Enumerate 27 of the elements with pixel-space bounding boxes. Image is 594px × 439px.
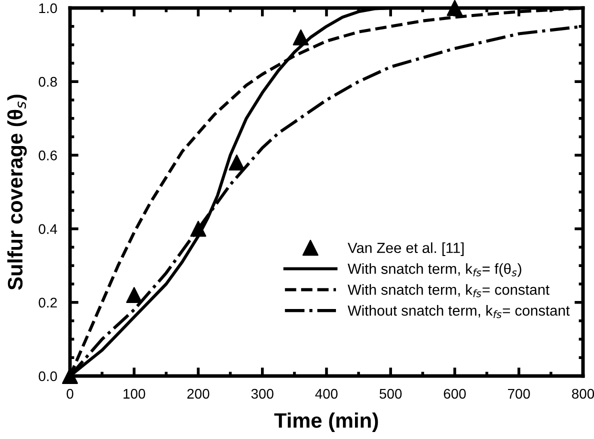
x-tick-label: 600: [444, 388, 466, 399]
legend-label: With snatch term, k$_{fs}$= constant: [348, 284, 550, 298]
point: [292, 29, 309, 46]
x-tick-label: 800: [572, 388, 594, 399]
x-tick-label: 100: [124, 388, 146, 399]
y-tick-label: 0.0: [38, 371, 57, 382]
x-tick-label: 300: [251, 388, 274, 399]
x-tick-label: 200: [187, 388, 210, 399]
x-tick-label: 400: [315, 388, 338, 399]
y-tick-label: 0.8: [38, 76, 57, 87]
y-tick-label: 1.0: [39, 3, 57, 14]
point: [126, 287, 142, 304]
legend-label: With snatch term, k$_{fs}$= f(θ$_{s}$): [348, 263, 522, 277]
point: [446, 0, 463, 16]
y-tick-label: 0.4: [38, 224, 58, 234]
point: [62, 368, 78, 384]
y-tick-label: 0.2: [38, 298, 57, 308]
point: [228, 154, 245, 171]
legend-label: Without snatch term, k$_{fs}$= constant: [348, 305, 570, 318]
y-tick-label: 0.6: [38, 150, 57, 160]
x-tick-label: 0: [66, 388, 74, 399]
x-tick-label: 700: [508, 388, 530, 399]
x-axis-title: Time (min): [274, 412, 378, 432]
point: [190, 220, 206, 237]
x-tick-label: 500: [380, 388, 402, 399]
y-axis-title: Sulfur coverage (θ$_{s}$): [7, 94, 27, 290]
legend-label: Van Zee et al. [11]: [348, 242, 464, 256]
